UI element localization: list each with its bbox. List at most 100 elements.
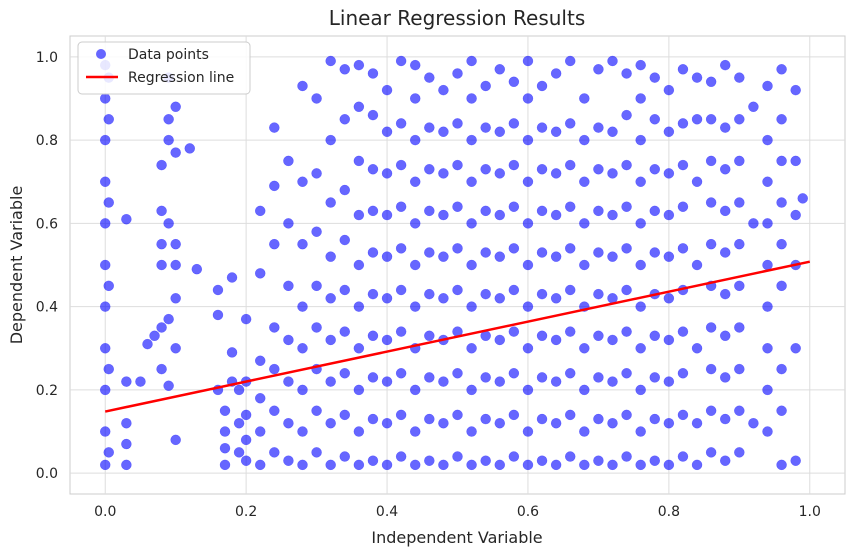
- y-tick-label: 1.0: [36, 50, 58, 66]
- data-point: [536, 413, 548, 425]
- data-point: [156, 259, 167, 271]
- data-point: [705, 155, 717, 167]
- data-point: [452, 201, 463, 212]
- data-point: [367, 109, 379, 121]
- data-point: [424, 372, 435, 383]
- data-point: [466, 301, 477, 312]
- data-point: [438, 251, 449, 262]
- data-point: [269, 405, 280, 416]
- data-point: [734, 238, 745, 250]
- data-point: [579, 93, 590, 104]
- data-point: [719, 122, 731, 133]
- data-point: [564, 55, 576, 67]
- data-point: [438, 84, 449, 96]
- data-point: [579, 218, 590, 229]
- data-point: [409, 59, 421, 71]
- data-point: [121, 376, 132, 387]
- data-point: [325, 197, 336, 208]
- data-point: [719, 247, 731, 258]
- data-point: [536, 455, 548, 466]
- data-point: [762, 301, 773, 312]
- data-point: [564, 243, 576, 254]
- data-point: [381, 126, 393, 138]
- data-point: [691, 72, 703, 83]
- data-point: [663, 417, 675, 429]
- data-point: [367, 288, 379, 300]
- data-point: [607, 376, 618, 387]
- data-point: [99, 134, 111, 146]
- data-point: [635, 384, 646, 396]
- data-point: [705, 238, 717, 250]
- data-point: [734, 447, 745, 458]
- data-point: [635, 301, 646, 312]
- data-point: [593, 205, 604, 217]
- data-point: [564, 284, 576, 296]
- data-point: [438, 293, 449, 304]
- data-point: [719, 413, 731, 425]
- data-point: [283, 455, 294, 466]
- data-point: [508, 159, 520, 171]
- data-point: [269, 180, 280, 192]
- data-point: [677, 451, 689, 462]
- data-point: [297, 80, 308, 92]
- data-point: [367, 330, 379, 342]
- data-point: [156, 238, 167, 250]
- data-point: [635, 343, 646, 354]
- data-point: [395, 451, 407, 462]
- data-point: [762, 343, 773, 354]
- data-point: [353, 301, 365, 312]
- data-point: [621, 109, 632, 121]
- data-point: [353, 209, 365, 221]
- data-point: [649, 247, 661, 258]
- y-tick-label: 0.6: [36, 216, 58, 232]
- data-point: [593, 247, 604, 258]
- data-point: [508, 243, 520, 254]
- data-point: [663, 459, 675, 471]
- data-point: [508, 76, 520, 88]
- data-points: [99, 55, 808, 471]
- data-point: [663, 293, 675, 304]
- data-point: [254, 268, 266, 279]
- data-point: [705, 405, 717, 416]
- data-point: [508, 409, 520, 421]
- data-point: [311, 93, 322, 104]
- data-point: [424, 330, 435, 342]
- data-point: [381, 376, 393, 387]
- data-point: [776, 114, 787, 125]
- data-point: [452, 368, 463, 379]
- chart-title: Linear Regression Results: [329, 6, 585, 30]
- data-point: [522, 426, 534, 437]
- data-point: [677, 409, 689, 421]
- data-point: [522, 343, 534, 354]
- data-point: [776, 238, 787, 250]
- data-point: [424, 413, 435, 425]
- data-point: [424, 205, 435, 217]
- regression-line: [104, 260, 811, 413]
- data-point: [353, 384, 365, 396]
- data-point: [536, 288, 548, 300]
- data-point: [381, 168, 393, 179]
- data-point: [297, 343, 308, 354]
- data-point: [163, 114, 174, 125]
- data-point: [452, 284, 463, 296]
- data-point: [424, 288, 435, 300]
- data-point: [103, 363, 114, 375]
- data-point: [508, 201, 520, 212]
- data-point: [452, 68, 463, 79]
- data-point: [424, 163, 435, 175]
- data-point: [593, 413, 604, 425]
- regression-line-group: [104, 260, 811, 413]
- data-point: [311, 280, 322, 292]
- data-point: [438, 168, 449, 179]
- data-point: [719, 59, 731, 71]
- data-point: [748, 417, 759, 429]
- data-point: [607, 209, 618, 221]
- data-point: [522, 301, 534, 312]
- data-point: [353, 101, 365, 113]
- data-point: [705, 322, 717, 333]
- data-point: [635, 259, 646, 271]
- data-point: [121, 459, 132, 471]
- x-tick-label: 0.6: [517, 504, 539, 520]
- data-point: [170, 343, 181, 354]
- data-point: [522, 218, 534, 229]
